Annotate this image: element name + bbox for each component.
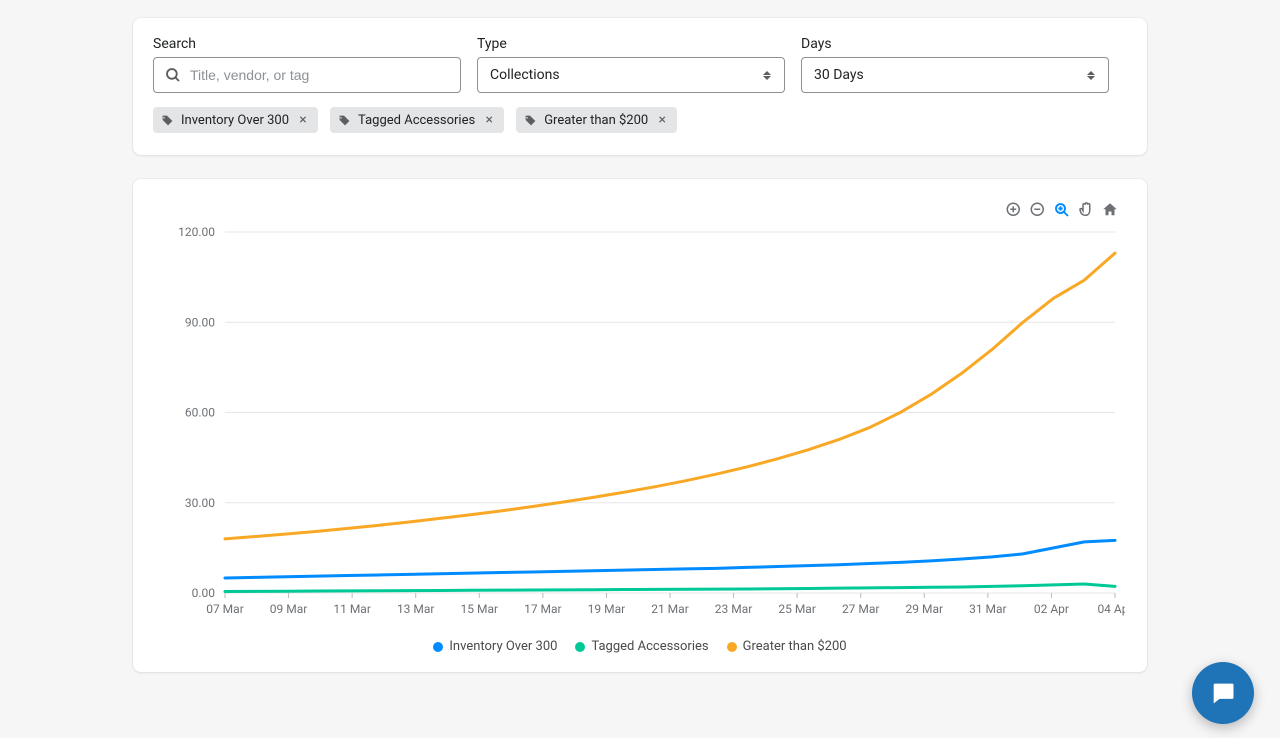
legend-item[interactable]: Greater than $200 xyxy=(727,639,847,654)
chart-svg: 0.00 30.00 60.00 90.00 120.00 07 Mar 09 Mar 11 … xyxy=(155,203,1125,633)
search-icon xyxy=(164,66,182,84)
tag-icon xyxy=(338,114,351,127)
svg-text:31 Mar: 31 Mar xyxy=(969,602,1007,616)
chat-button[interactable] xyxy=(1192,662,1254,724)
days-selected: 30 Days xyxy=(814,67,864,83)
svg-text:19 Mar: 19 Mar xyxy=(588,602,626,616)
filter-card: Search Type Collections Days 30 Days Inv… xyxy=(133,18,1147,155)
svg-text:21 Mar: 21 Mar xyxy=(651,602,689,616)
svg-text:23 Mar: 23 Mar xyxy=(715,602,753,616)
svg-text:15 Mar: 15 Mar xyxy=(461,602,499,616)
chip-label: Greater than $200 xyxy=(544,113,648,128)
type-label: Type xyxy=(477,36,785,52)
svg-text:0.00: 0.00 xyxy=(192,586,216,600)
tag-icon xyxy=(524,114,537,127)
chip-label: Inventory Over 300 xyxy=(181,113,289,128)
chip-remove-icon[interactable]: × xyxy=(296,113,310,127)
svg-text:17 Mar: 17 Mar xyxy=(524,602,562,616)
legend-label: Greater than $200 xyxy=(743,639,847,654)
legend-label: Inventory Over 300 xyxy=(449,639,557,654)
caret-icon xyxy=(762,71,772,80)
chart-plot: 0.00 30.00 60.00 90.00 120.00 07 Mar 09 Mar 11 … xyxy=(155,203,1125,633)
svg-text:02 Apr: 02 Apr xyxy=(1034,602,1069,616)
type-select[interactable]: Collections xyxy=(477,57,785,93)
chip-remove-icon[interactable]: × xyxy=(655,113,669,127)
filter-chip[interactable]: Greater than $200 × xyxy=(516,107,677,133)
svg-text:90.00: 90.00 xyxy=(185,315,215,329)
type-field: Type Collections xyxy=(477,36,785,93)
search-input-wrap[interactable] xyxy=(153,57,461,93)
chart-legend: Inventory Over 300 Tagged Accessories Grea… xyxy=(143,639,1137,654)
legend-label: Tagged Accessories xyxy=(591,639,708,654)
legend-dot xyxy=(433,642,443,652)
chip-label: Tagged Accessories xyxy=(358,113,475,128)
svg-text:25 Mar: 25 Mar xyxy=(778,602,816,616)
legend-item[interactable]: Tagged Accessories xyxy=(575,639,708,654)
legend-dot xyxy=(727,642,737,652)
filter-chip[interactable]: Inventory Over 300 × xyxy=(153,107,318,133)
filter-chip[interactable]: Tagged Accessories × xyxy=(330,107,504,133)
days-field: Days 30 Days xyxy=(801,36,1109,93)
legend-dot xyxy=(575,642,585,652)
search-label: Search xyxy=(153,36,461,52)
chat-icon xyxy=(1209,679,1237,707)
svg-text:60.00: 60.00 xyxy=(185,406,215,420)
chart-card: 0.00 30.00 60.00 90.00 120.00 07 Mar 09 Mar 11 … xyxy=(133,179,1147,672)
svg-text:07 Mar: 07 Mar xyxy=(206,602,244,616)
svg-text:30.00: 30.00 xyxy=(185,496,215,510)
svg-text:04 Apr: 04 Apr xyxy=(1097,602,1125,616)
filter-chips: Inventory Over 300 × Tagged Accessories … xyxy=(153,107,1127,133)
chip-remove-icon[interactable]: × xyxy=(482,113,496,127)
svg-text:29 Mar: 29 Mar xyxy=(906,602,944,616)
svg-text:11 Mar: 11 Mar xyxy=(333,602,371,616)
svg-text:09 Mar: 09 Mar xyxy=(270,602,308,616)
type-selected: Collections xyxy=(490,67,560,83)
tag-icon xyxy=(161,114,174,127)
days-select[interactable]: 30 Days xyxy=(801,57,1109,93)
search-field: Search xyxy=(153,36,461,93)
svg-text:120.00: 120.00 xyxy=(178,225,215,239)
search-input[interactable] xyxy=(154,58,460,92)
svg-text:13 Mar: 13 Mar xyxy=(397,602,435,616)
svg-text:27 Mar: 27 Mar xyxy=(842,602,880,616)
caret-icon xyxy=(1086,71,1096,80)
days-label: Days xyxy=(801,36,1109,52)
legend-item[interactable]: Inventory Over 300 xyxy=(433,639,557,654)
